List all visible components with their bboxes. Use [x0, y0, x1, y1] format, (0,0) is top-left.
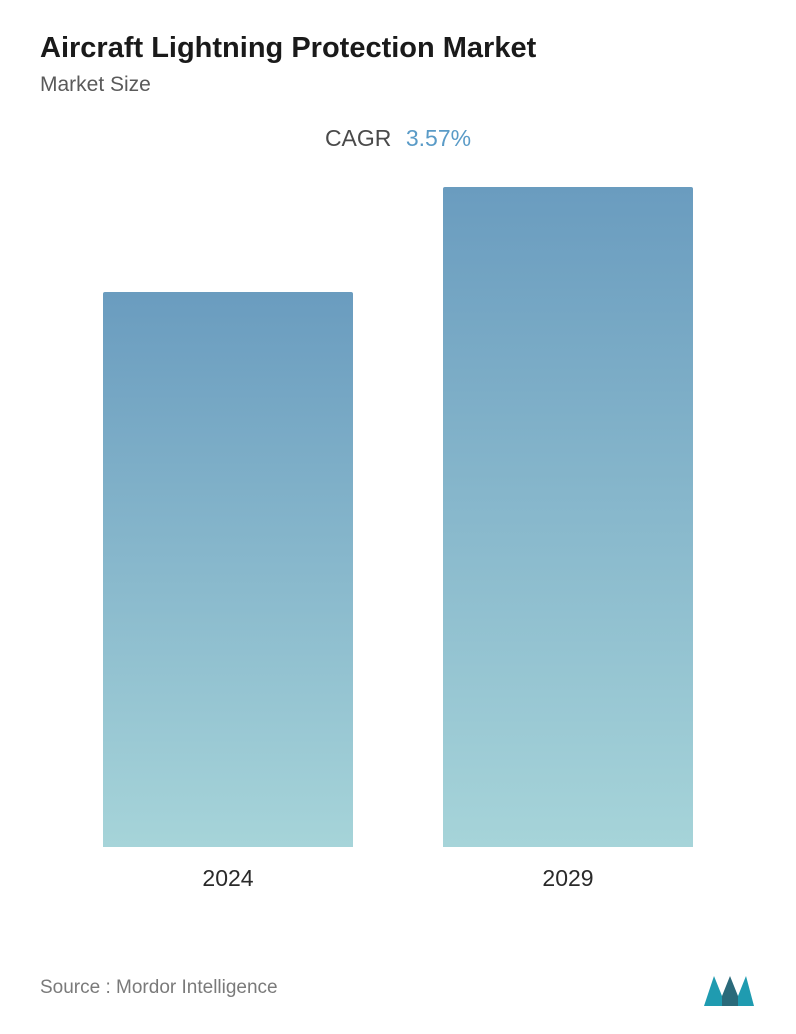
cagr-label: CAGR [325, 125, 391, 151]
bar-group-1: 2029 [443, 187, 693, 892]
chart-subtitle: Market Size [40, 73, 756, 97]
bar-group-0: 2024 [103, 292, 353, 892]
bar-label-2024: 2024 [202, 865, 253, 892]
footer: Source : Mordor Intelligence [40, 968, 756, 1008]
bar-label-2029: 2029 [542, 865, 593, 892]
bar-2029 [443, 187, 693, 847]
chart-title: Aircraft Lightning Protection Market [40, 32, 756, 65]
cagr-row: CAGR 3.57% [40, 125, 756, 152]
bar-2024 [103, 292, 353, 847]
brand-logo-icon [702, 968, 756, 1008]
chart-area: 2024 2029 [40, 212, 756, 892]
cagr-value: 3.57% [406, 125, 471, 151]
source-text: Source : Mordor Intelligence [40, 977, 278, 999]
